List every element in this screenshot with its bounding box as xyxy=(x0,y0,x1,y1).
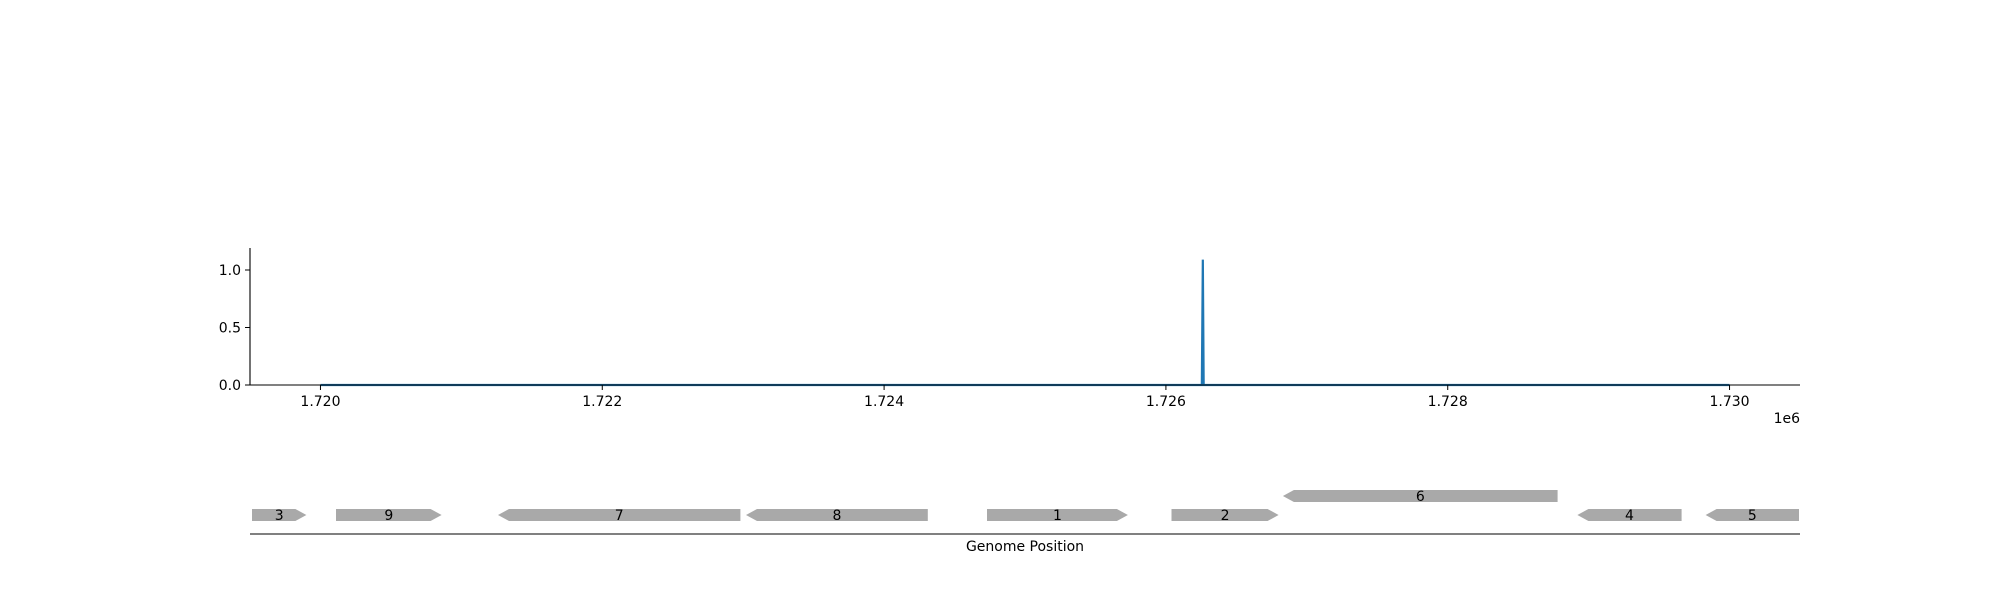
x-tick-label: 1.724 xyxy=(864,394,904,410)
x-axis-label: Genome Position xyxy=(966,539,1084,555)
gene-arrow-7 xyxy=(498,509,741,521)
x-tick-label: 1.722 xyxy=(582,394,622,410)
gene-label: 8 xyxy=(832,508,841,524)
gene-label: 2 xyxy=(1221,508,1230,524)
gene-label: 7 xyxy=(615,508,624,524)
gene-arrow-6 xyxy=(1282,490,1558,502)
gene-arrow-4 xyxy=(1577,509,1682,521)
x-tick-label: 1.728 xyxy=(1428,394,1468,410)
x-tick-label: 1.726 xyxy=(1146,394,1186,410)
series-line-0 xyxy=(320,259,1730,387)
gene-track: 3 9 7 8 1 2 6 4 5 Genome Position xyxy=(250,489,1800,555)
signal-plot: 0.0 0.5 1.0 1.720 1.722 1.724 1.726 1.728 1.730 1… xyxy=(219,248,1800,427)
x-tick-label: 1.720 xyxy=(300,394,340,410)
gene-label: 3 xyxy=(275,508,284,524)
gene-arrow-1 xyxy=(987,509,1128,521)
gene-label: 6 xyxy=(1416,489,1425,505)
gene-arrow-8 xyxy=(746,509,928,521)
y-tick-label: 0.0 xyxy=(219,378,241,394)
y-tick-label: 1.0 xyxy=(219,263,241,279)
x-offset-label: 1e6 xyxy=(1774,411,1801,427)
gene-arrow-9 xyxy=(336,509,442,521)
gene-label: 1 xyxy=(1053,508,1062,524)
gene-label: 9 xyxy=(384,508,393,524)
x-tick-label: 1.730 xyxy=(1709,394,1749,410)
y-tick-label: 0.5 xyxy=(219,321,241,337)
gene-label: 5 xyxy=(1748,508,1757,524)
gene-arrow-2 xyxy=(1171,509,1279,521)
gene-label: 4 xyxy=(1625,508,1634,524)
gene-arrow-3 xyxy=(252,509,307,521)
gene-arrow-5 xyxy=(1705,509,1799,521)
